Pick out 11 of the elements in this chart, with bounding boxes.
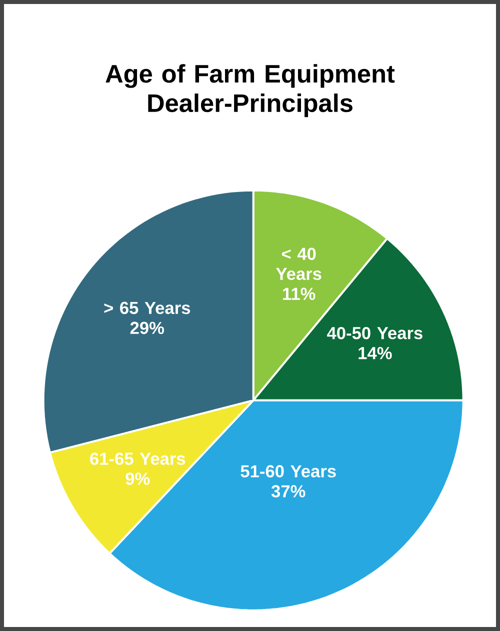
data-label: 14% [358,347,392,360]
slice-label: 61-65 Years [90,452,186,465]
chart-title: Age of Farm Equipment Dealer-Principals [106,64,395,118]
slice-label: > 65 Years [104,302,190,314]
data-label: 11% [283,288,316,300]
slice-label: < 40 Years [276,248,322,280]
data-label: 9% [126,472,150,485]
slice-label: 40-50 Years [327,326,422,340]
slice-label: 51-60 Years [240,465,336,478]
data-label: 37% [271,485,306,498]
data-label: 29% [130,322,164,334]
